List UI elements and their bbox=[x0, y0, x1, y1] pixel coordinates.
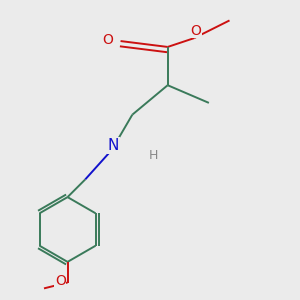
Text: H: H bbox=[148, 149, 158, 162]
Text: O: O bbox=[55, 274, 66, 288]
Text: O: O bbox=[190, 24, 201, 38]
Text: N: N bbox=[107, 138, 119, 153]
Text: O: O bbox=[102, 33, 113, 46]
